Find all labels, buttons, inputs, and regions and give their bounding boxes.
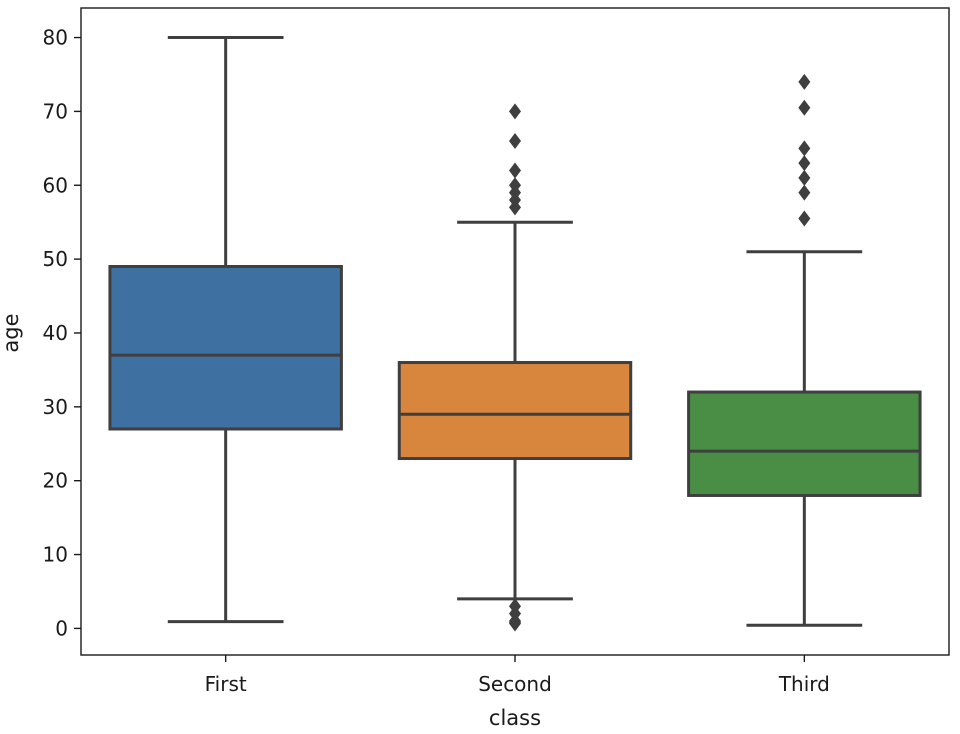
box-group-second	[397, 103, 633, 632]
box-body	[397, 361, 633, 461]
y-tick-label: 60	[43, 173, 68, 197]
plot-area	[108, 36, 922, 632]
outlier-point	[798, 140, 811, 157]
outlier-point	[509, 177, 521, 194]
y-tick-label: 0	[55, 616, 68, 640]
y-tick-label: 50	[43, 247, 68, 271]
y-axis: 0 10 20 30 40 50 60 70 80	[43, 26, 81, 640]
outlier-point	[798, 169, 811, 186]
outlier-point	[798, 210, 811, 227]
y-tick-label: 20	[43, 469, 68, 493]
y-tick-label: 40	[43, 321, 68, 345]
x-tick-label: Third	[778, 672, 830, 696]
box-body	[108, 265, 343, 431]
x-axis: First Second Third	[205, 655, 830, 696]
outlier-point	[798, 155, 811, 172]
outlier-point	[798, 73, 811, 90]
outlier-point	[798, 99, 811, 116]
outlier-point	[509, 132, 521, 149]
y-tick-label: 70	[43, 99, 68, 123]
x-tick-label: First	[205, 672, 247, 696]
y-axis-label: age	[0, 313, 23, 352]
box-group-first	[108, 36, 343, 624]
box-group-third	[687, 73, 922, 627]
outlier-point	[509, 103, 521, 120]
x-tick-label: Second	[478, 672, 552, 696]
outlier-point	[798, 184, 811, 201]
y-tick-label: 30	[43, 395, 68, 419]
outlier-point	[509, 162, 521, 179]
y-tick-label: 10	[43, 543, 68, 567]
box-body	[687, 390, 922, 497]
x-axis-label: class	[489, 706, 541, 730]
outlier-point	[509, 598, 521, 615]
y-tick-label: 80	[43, 26, 68, 50]
